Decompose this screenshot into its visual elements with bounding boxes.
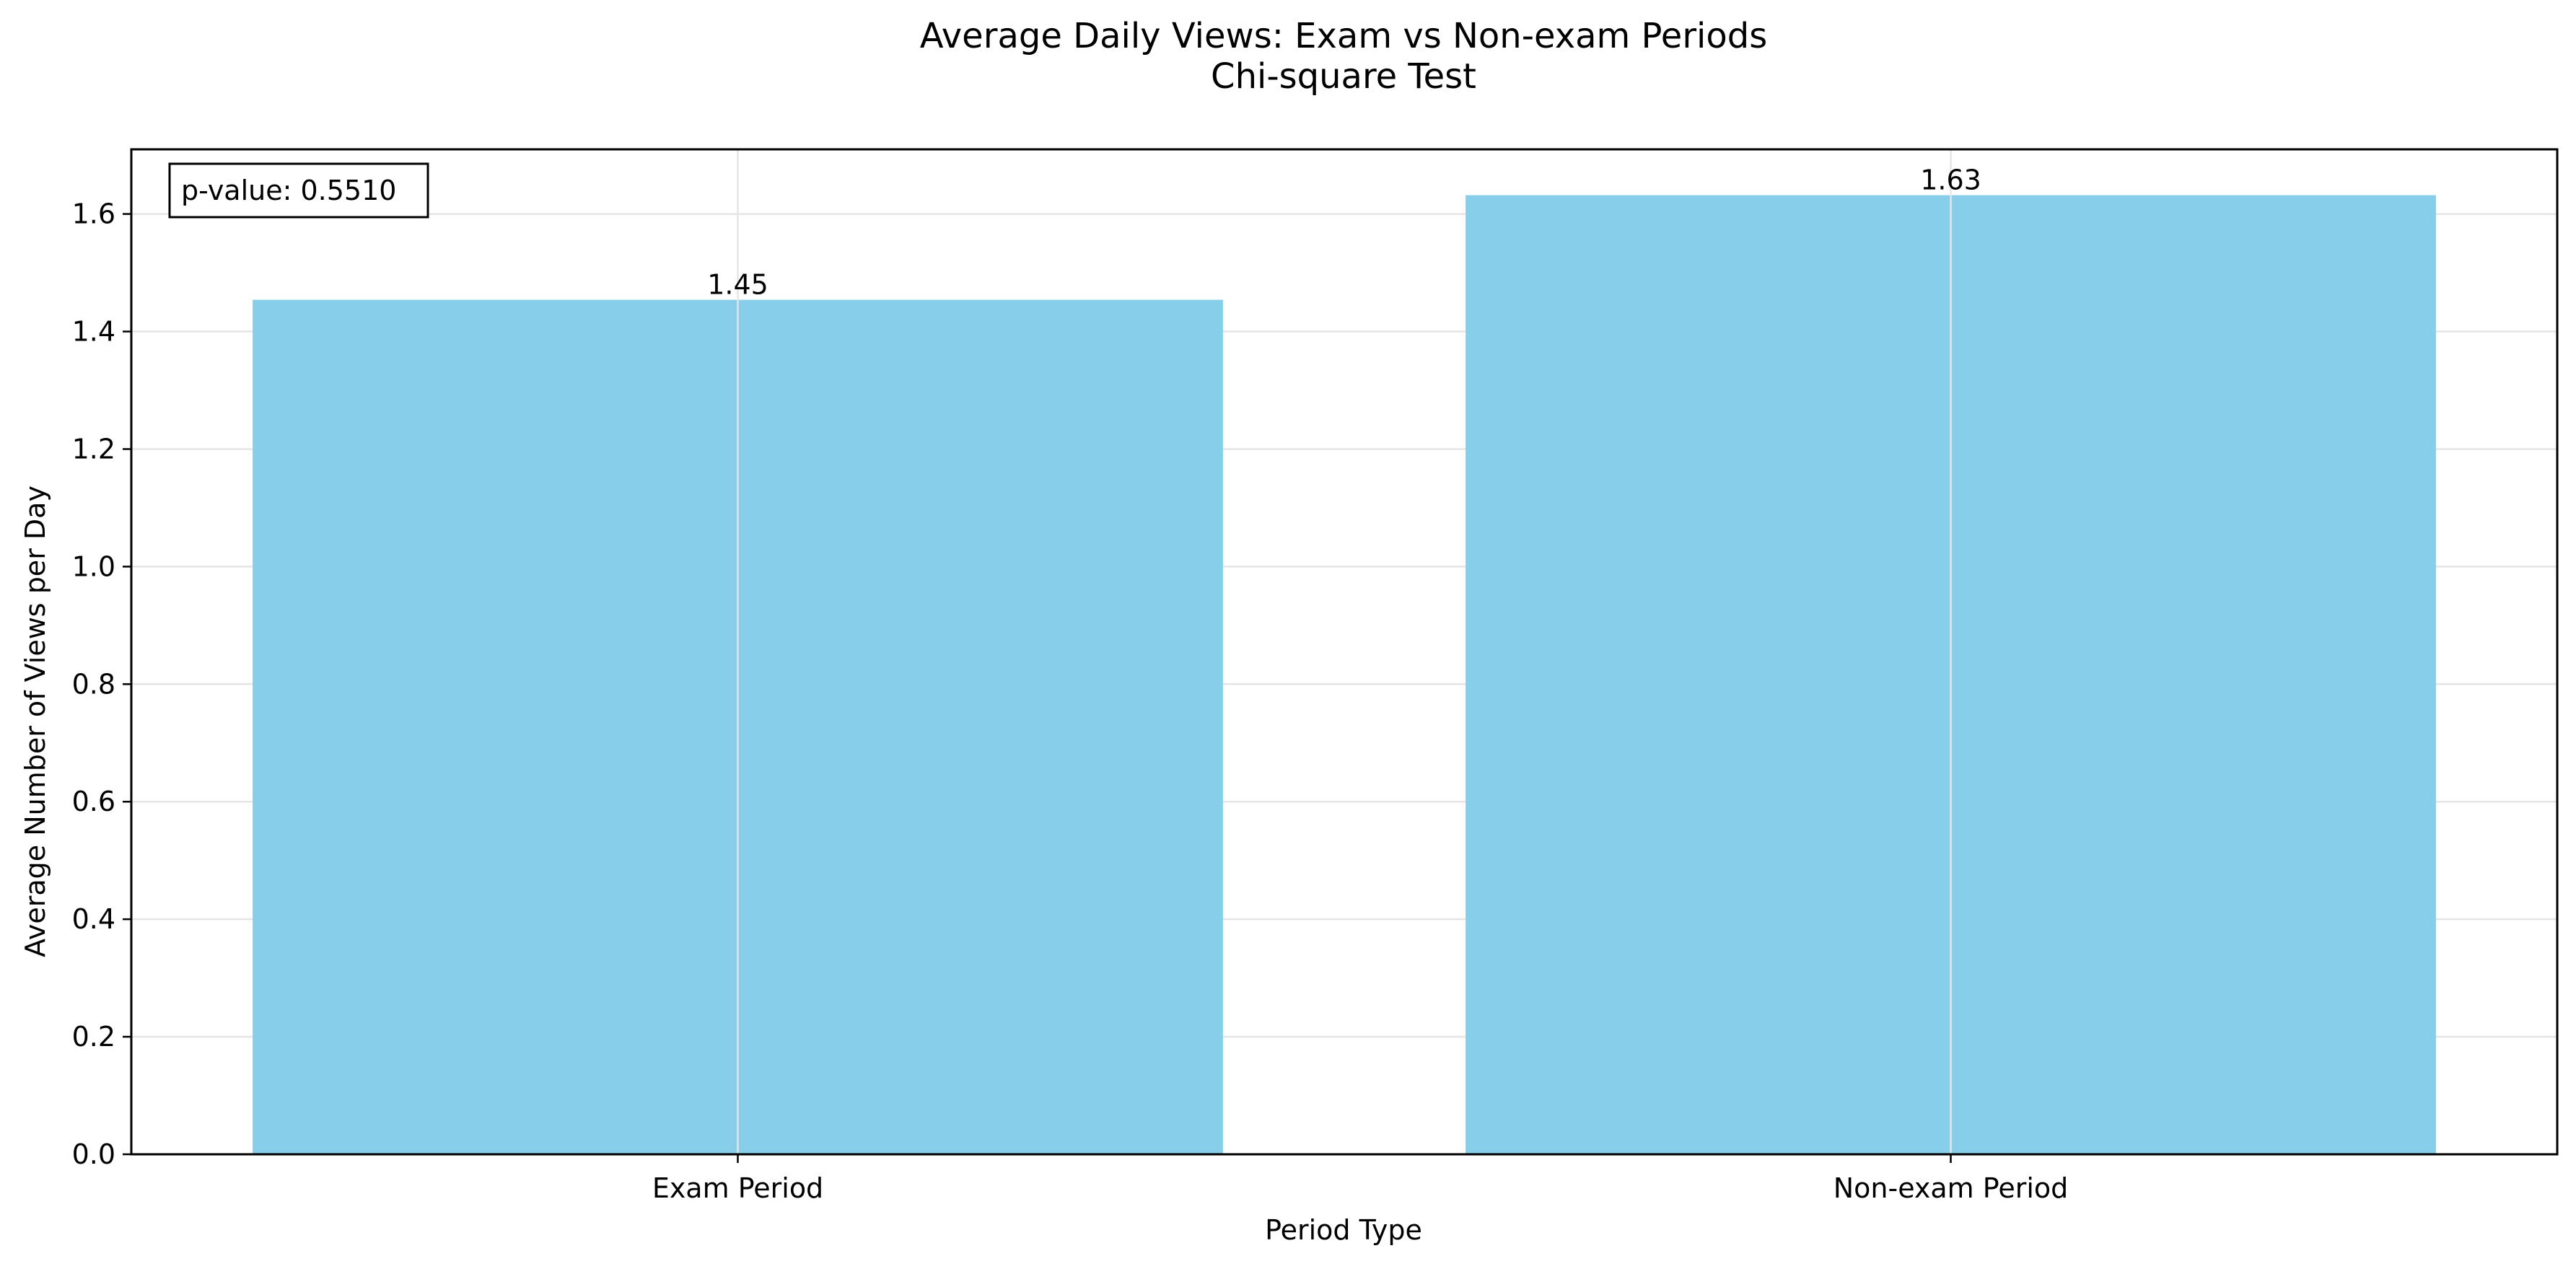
- plot-area-frame: [130, 148, 2559, 1156]
- y-tick-label: 1.4: [72, 316, 115, 348]
- bar-value-label: 1.45: [707, 269, 768, 301]
- y-tick-label: 1.2: [72, 433, 115, 465]
- p-value-annotation: p-value: 0.5510: [168, 162, 429, 219]
- bar-value-label: 1.63: [1920, 164, 1981, 196]
- y-tick-label: 1.6: [72, 198, 115, 230]
- y-tick-label: 1.0: [72, 550, 115, 582]
- x-axis-ticks: Exam Period Non-exam Period: [652, 1154, 2068, 1204]
- p-value-box: [168, 162, 429, 219]
- x-tick-label: Exam Period: [652, 1172, 823, 1204]
- vertical-grid-layer: [737, 149, 1952, 1154]
- y-tick-label: 0.0: [72, 1138, 115, 1170]
- y-tick-label: 0.2: [72, 1021, 115, 1053]
- x-tick-label: Non-exam Period: [1834, 1172, 2069, 1204]
- chart-title: Average Daily Views: Exam vs Non-exam Pe…: [920, 16, 1767, 56]
- y-tick-label: 0.8: [72, 668, 115, 700]
- chart-subtitle: Chi-square Test: [1211, 56, 1476, 97]
- y-tick-label: 0.6: [72, 786, 115, 817]
- y-axis-ticks: 0.0 0.2 0.4 0.6 0.8 1.0 1.2 1.4 1.6: [72, 198, 131, 1170]
- bar-value-labels: 1.45 1.63: [707, 164, 1981, 301]
- y-tick-label: 0.4: [72, 903, 115, 935]
- x-axis-label: Period Type: [1265, 1214, 1422, 1246]
- p-value-text: p-value: 0.5510: [181, 175, 396, 206]
- y-axis-label: Average Number of Views per Day: [19, 486, 51, 957]
